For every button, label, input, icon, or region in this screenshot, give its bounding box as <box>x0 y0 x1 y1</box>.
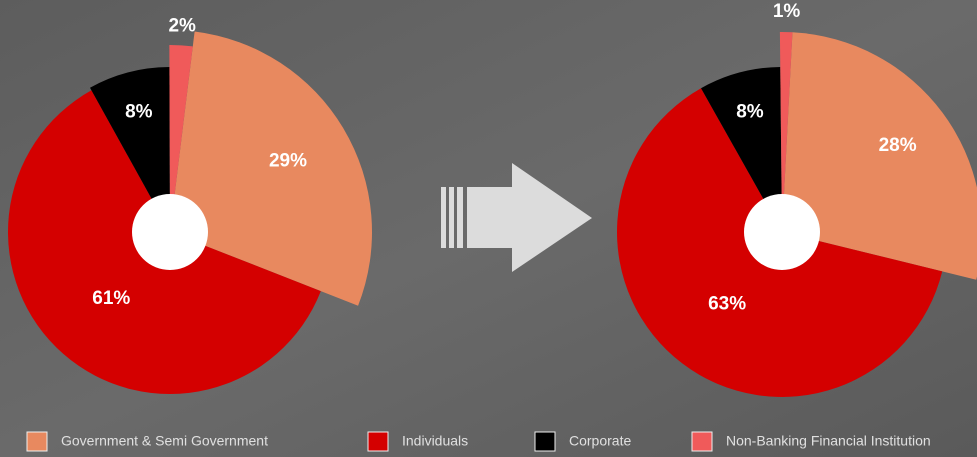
legend-label: Non-Banking Financial Institution <box>726 433 931 449</box>
pie-slice <box>782 32 977 280</box>
legend-swatch <box>534 431 556 452</box>
pie-slice <box>170 31 373 306</box>
arrow <box>441 163 592 272</box>
legend-swatch <box>26 431 48 452</box>
data-label: 63% <box>708 293 746 314</box>
data-label: 8% <box>125 101 153 122</box>
legend-label: Individuals <box>402 433 468 449</box>
data-label: 61% <box>92 288 130 309</box>
pie-hole <box>744 194 820 270</box>
pie-slice <box>90 67 170 232</box>
pie-slice <box>701 67 782 232</box>
pie-slice <box>779 32 793 233</box>
legend-label: Corporate <box>569 433 631 449</box>
data-label: 29% <box>269 151 307 172</box>
data-label: 28% <box>879 135 917 156</box>
legend-swatch <box>691 431 713 452</box>
legend-swatch <box>367 431 389 452</box>
pie-hole <box>132 194 208 270</box>
data-label: 8% <box>736 101 764 122</box>
pie-slice <box>169 45 193 232</box>
data-label: 1% <box>773 1 801 22</box>
legend-label: Government & Semi Government <box>61 433 268 449</box>
data-label: 2% <box>168 16 196 37</box>
